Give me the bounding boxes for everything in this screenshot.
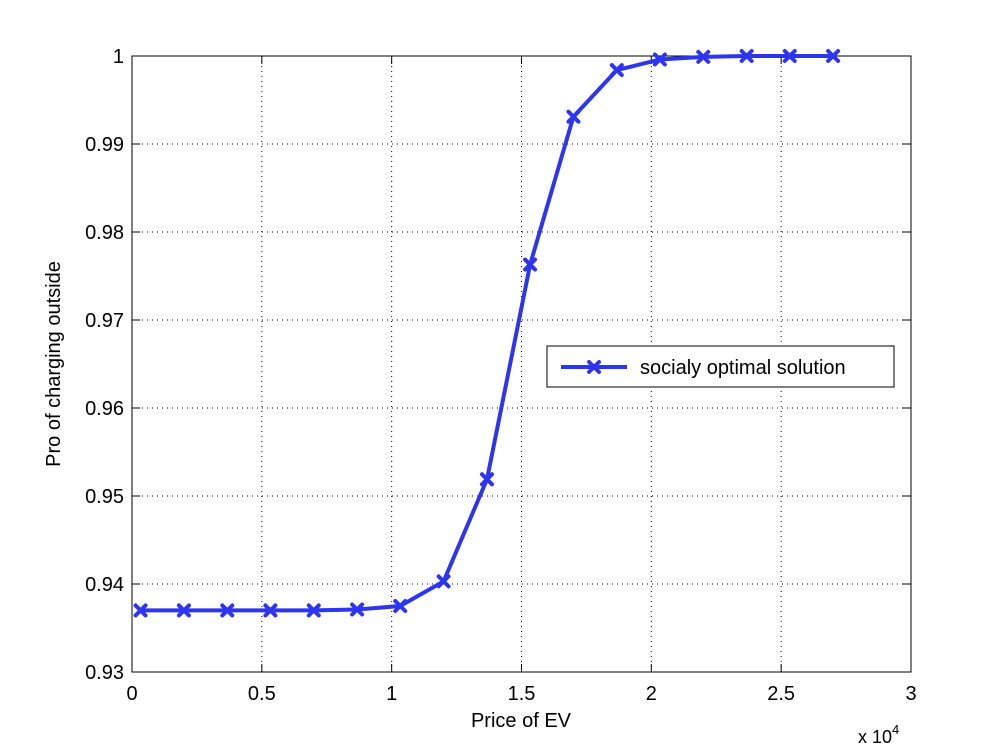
- data-point-marker: [739, 49, 754, 63]
- legend-entry-label: socialy optimal solution: [640, 357, 846, 379]
- y-tick-label: 0.93: [85, 662, 124, 684]
- data-point-marker: [436, 574, 451, 589]
- data-point-marker: [523, 257, 538, 272]
- y-tick-label: 0.95: [85, 486, 124, 508]
- x-tick-label: 1: [386, 683, 397, 705]
- data-point-marker: [393, 599, 408, 613]
- x-axis-label: Price of EV: [471, 710, 572, 732]
- x-tick-label: 0: [126, 683, 137, 705]
- y-axis-label: Pro of charging outside: [43, 261, 65, 467]
- x-tick-label: 3: [905, 683, 916, 705]
- data-point-marker: [350, 602, 365, 617]
- x-axis-ticks: 0 0.5 1 1.5 2 2.5 3: [126, 56, 917, 705]
- data-point-marker: [652, 52, 667, 67]
- y-tick-label: 0.94: [85, 574, 124, 596]
- data-point-marker: [133, 603, 148, 618]
- legend-marker-sample: [587, 360, 601, 374]
- x-tick-label: 0.5: [248, 683, 276, 705]
- y-tick-label: 0.98: [85, 222, 124, 244]
- x-axis-multiplier-exponent: 4: [892, 722, 899, 737]
- y-tick-label: 0.99: [85, 134, 124, 156]
- data-point-marker: [566, 109, 581, 124]
- data-point-marker: [306, 603, 321, 618]
- x-axis-multiplier-base: x 10: [858, 727, 892, 747]
- data-point-marker: [176, 603, 191, 618]
- data-point-marker: [220, 603, 235, 618]
- data-point-marker: [479, 472, 494, 487]
- data-point-marker: [696, 49, 711, 64]
- y-tick-label: 1: [113, 46, 124, 68]
- x-tick-label: 2: [646, 683, 657, 705]
- data-point-marker: [782, 49, 797, 63]
- y-tick-label: 0.96: [85, 398, 124, 420]
- x-axis-multiplier: x 104: [858, 722, 899, 747]
- data-point-marker: [263, 603, 278, 618]
- x-tick-label: 2.5: [767, 683, 795, 705]
- y-axis-ticks: 0.93 0.94 0.95 0.96 0.97 0.98 0.99 1: [85, 46, 911, 684]
- y-tick-label: 0.97: [85, 310, 124, 332]
- data-point-marker: [826, 49, 841, 63]
- x-tick-label: 1.5: [508, 683, 536, 705]
- series-group: [133, 49, 841, 618]
- data-point-marker: [609, 63, 624, 78]
- legend: socialy optimal solution: [546, 345, 895, 388]
- legend-marker-x: [587, 360, 601, 374]
